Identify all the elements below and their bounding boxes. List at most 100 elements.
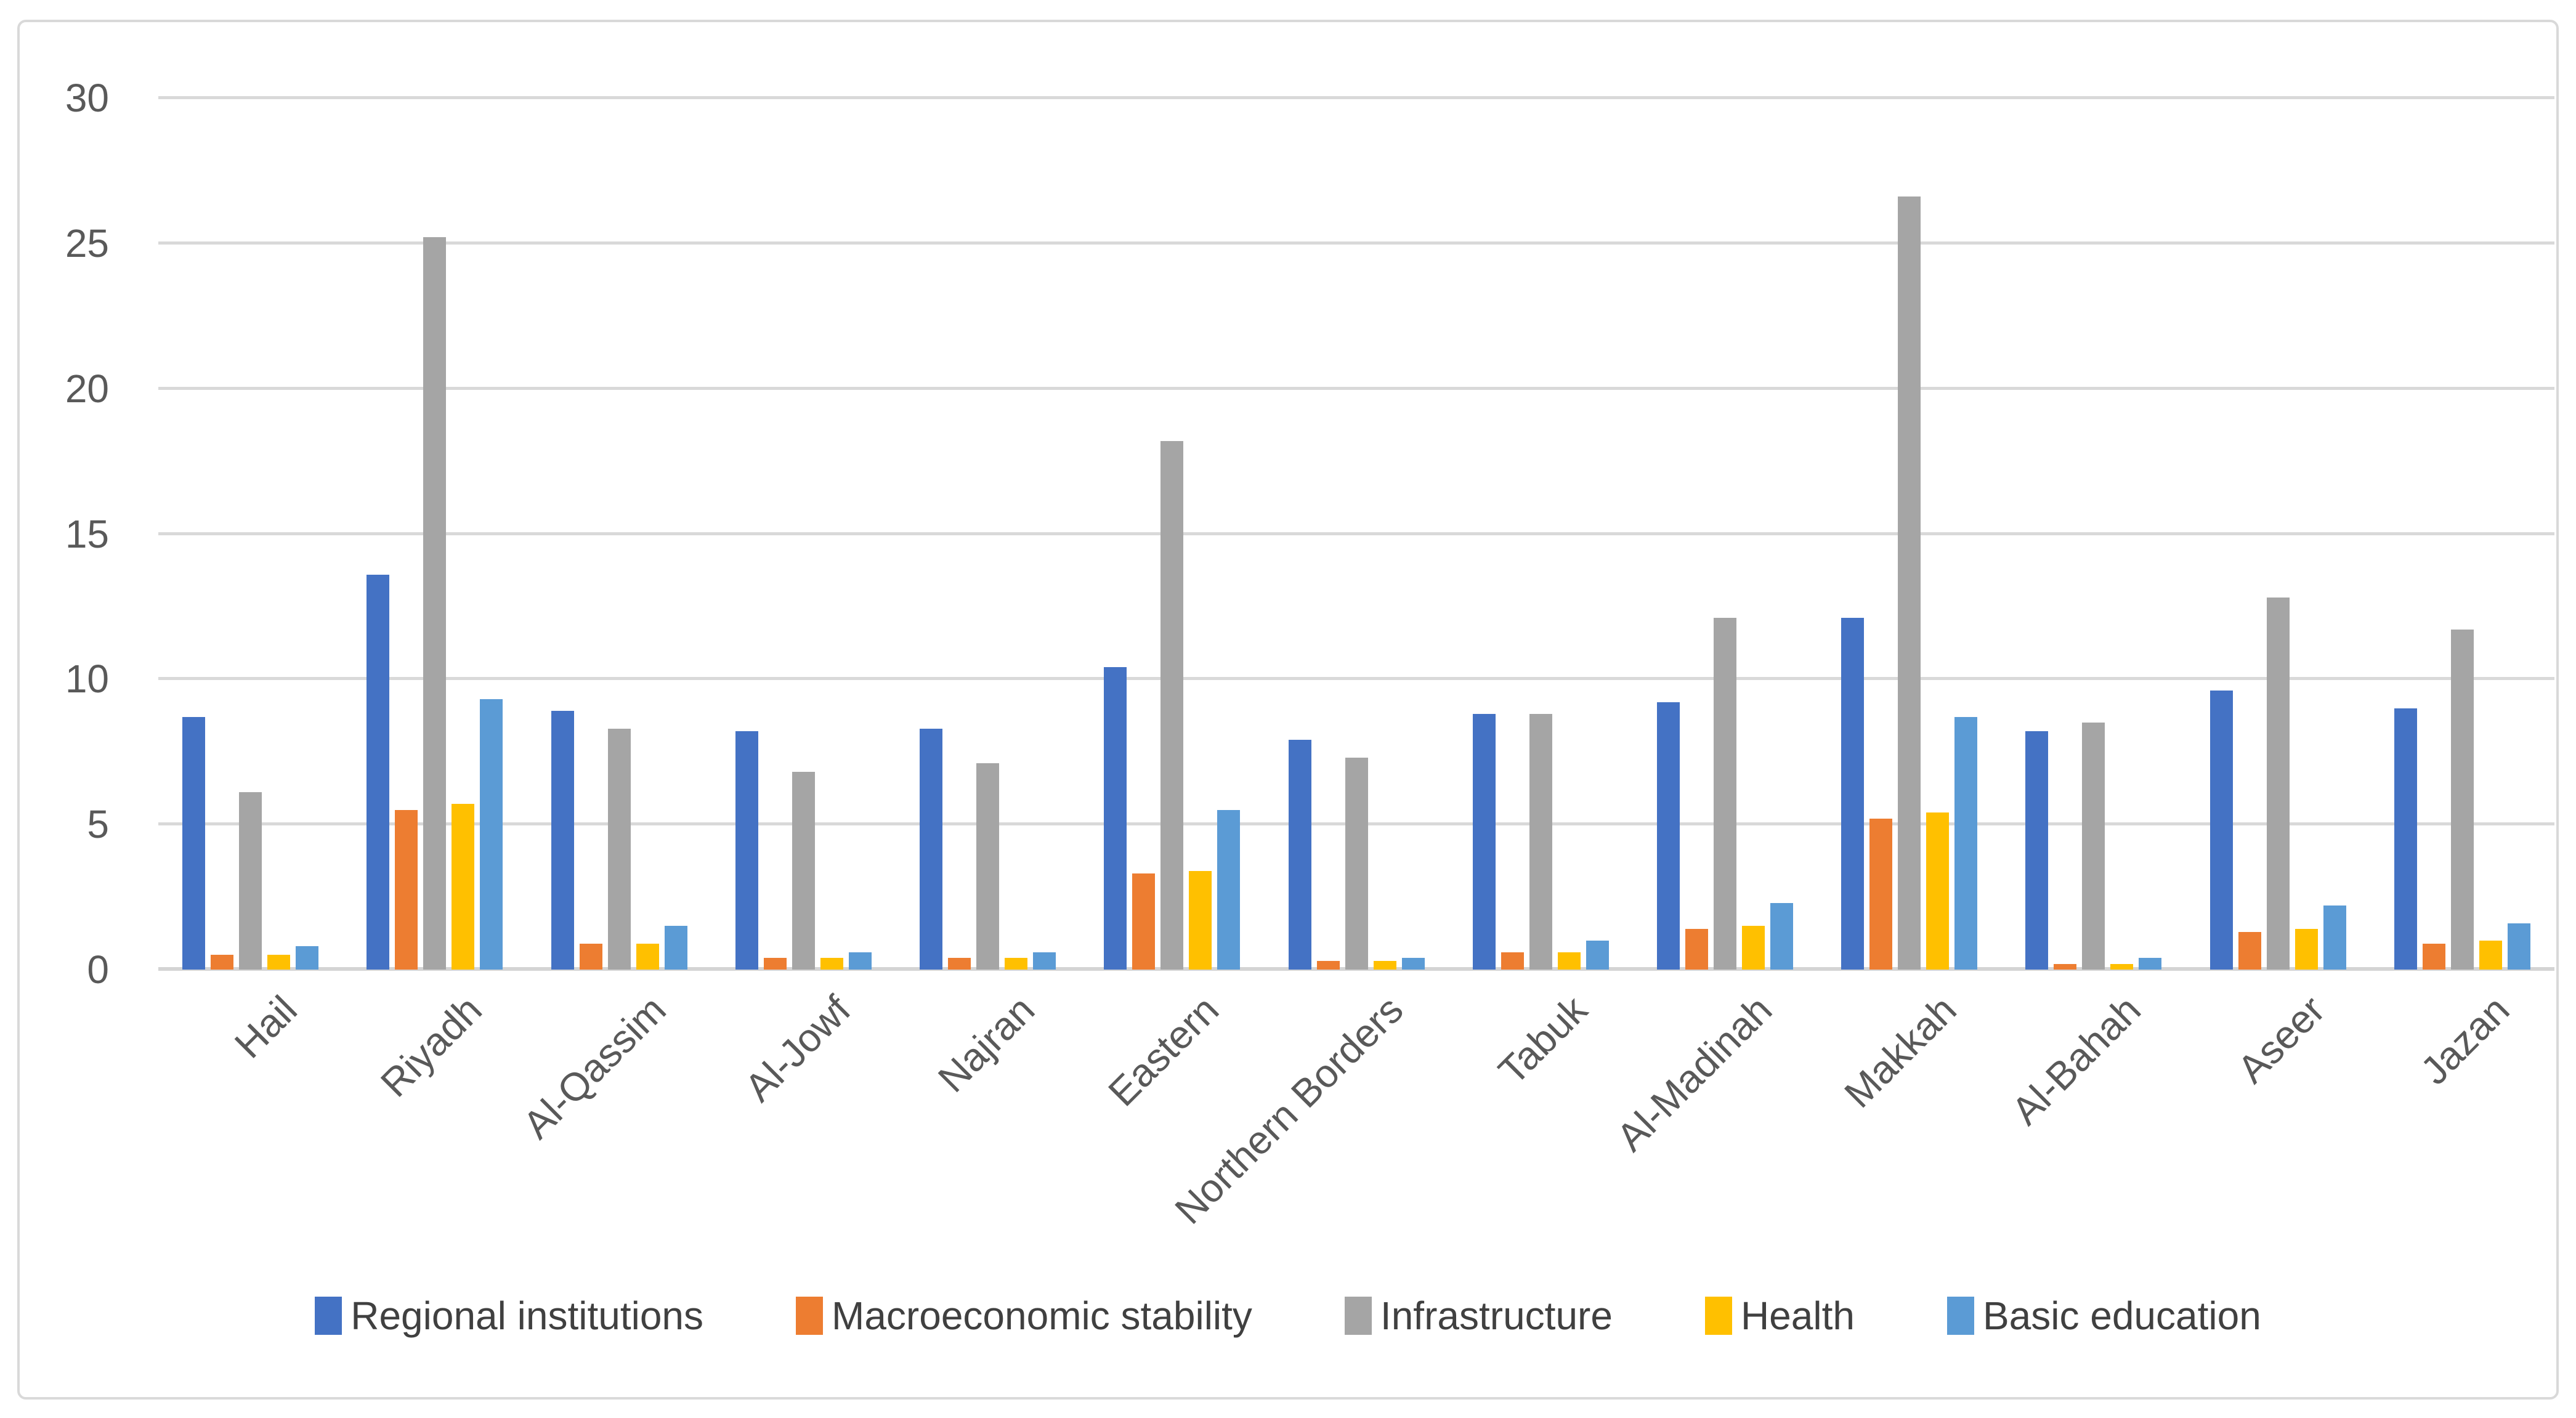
- bar: [1217, 809, 1241, 970]
- legend-swatch-icon: [1344, 1297, 1372, 1335]
- bar: [1713, 618, 1736, 970]
- bar: [367, 574, 390, 970]
- category-group: Tabuk: [1449, 98, 1633, 1093]
- bar: [1033, 952, 1056, 970]
- bar: [1741, 926, 1765, 970]
- legend-label: Basic education: [1982, 1294, 2261, 1338]
- category-label: Eastern: [1100, 987, 1228, 1115]
- bar: [1926, 812, 1950, 970]
- category-group: Northern Borders: [1167, 98, 1448, 1233]
- bar: [1189, 870, 1212, 970]
- category-group: Aseer: [2186, 98, 2370, 1092]
- bar: [2450, 630, 2474, 970]
- y-axis-tick-label: 10: [65, 657, 109, 702]
- bar: [1656, 702, 1680, 970]
- legend-item: Regional institutions: [315, 1293, 703, 1339]
- category-group: Hail: [158, 98, 342, 1067]
- bar: [2139, 958, 2162, 970]
- legend-item: Basic education: [1946, 1293, 2261, 1339]
- bar: [239, 792, 262, 970]
- category-group: Al-Qassim: [514, 98, 711, 1147]
- y-axis-tick-label: 15: [65, 511, 109, 556]
- category-group: Eastern: [1080, 98, 1264, 1115]
- legend-item: Macroeconomic stability: [796, 1293, 1252, 1339]
- bar: [2266, 598, 2290, 970]
- bar: [2422, 943, 2445, 970]
- category-group: Al-Bahah: [2001, 98, 2185, 1133]
- bar: [1401, 958, 1425, 970]
- y-axis-tick-label: 5: [87, 802, 109, 847]
- bar: [1557, 952, 1581, 970]
- legend-item: Health: [1704, 1293, 1855, 1339]
- category-label: Al-Madinah: [1608, 987, 1781, 1160]
- bar: [1373, 960, 1396, 970]
- category-label: Al-Jowf: [735, 987, 859, 1110]
- bar: [2323, 905, 2346, 970]
- bar: [763, 958, 787, 970]
- category-label: Riyadh: [371, 987, 490, 1106]
- bar: [1954, 716, 1978, 970]
- bar: [792, 772, 815, 970]
- gridline: [158, 677, 2554, 681]
- bar: [607, 728, 631, 970]
- bar: [211, 955, 234, 970]
- category-label: Tabuk: [1490, 987, 1596, 1093]
- legend: Regional institutions Macroeconomic stabi…: [20, 1293, 2556, 1339]
- bar: [2054, 963, 2077, 970]
- bar: [1586, 940, 1609, 970]
- bar: [2025, 731, 2049, 970]
- bar: [452, 804, 475, 970]
- bar: [2209, 691, 2233, 970]
- gridline: [158, 532, 2554, 535]
- bar: [423, 237, 447, 970]
- y-axis-tick-label: 25: [65, 221, 109, 265]
- bar: [1529, 713, 1552, 970]
- bar: [1898, 196, 1921, 970]
- category-label: Al-Bahah: [2003, 987, 2149, 1133]
- bars-layer: Hail Riyadh Al-Qassim Al-Jowf Najran Eastern N…: [158, 98, 2554, 1233]
- category-group: Al-Madinah: [1608, 98, 1817, 1160]
- category-label: Makkah: [1835, 987, 1965, 1117]
- legend-label: Macroeconomic stability: [832, 1294, 1252, 1338]
- legend-swatch-icon: [1704, 1297, 1732, 1335]
- legend-swatch-icon: [796, 1297, 823, 1335]
- bar: [948, 958, 971, 970]
- bar: [2082, 723, 2105, 970]
- bar: [2238, 931, 2261, 970]
- bar: [1160, 440, 1184, 970]
- legend-label: Infrastructure: [1380, 1294, 1613, 1338]
- bar: [1104, 667, 1127, 970]
- category-group: Al-Jowf: [711, 98, 896, 1110]
- bar: [579, 943, 602, 970]
- bar: [267, 955, 291, 970]
- category-label: Aseer: [2229, 987, 2333, 1092]
- bar: [664, 926, 687, 970]
- legend-swatch-icon: [315, 1297, 342, 1335]
- bar: [2295, 928, 2318, 970]
- category-label: Al-Qassim: [514, 987, 674, 1148]
- category-group: Makkah: [1817, 98, 2001, 1116]
- y-axis-tick-label: 0: [87, 947, 109, 992]
- category-label: Hail: [226, 987, 306, 1067]
- bar: [480, 699, 503, 970]
- bar: [976, 763, 1000, 970]
- bar: [1770, 902, 1793, 970]
- bar: [296, 946, 319, 970]
- chart-border-frame: 0 5 10 15 20 25 30 Hail Riyadh Al-Qassim Al-Jowf N…: [17, 20, 2559, 1400]
- bar: [1472, 713, 1496, 970]
- bar: [2479, 940, 2502, 970]
- gridline: [158, 96, 2554, 99]
- category-group: Najran: [896, 98, 1080, 1101]
- legend-label: Health: [1740, 1294, 1855, 1338]
- bar: [920, 728, 943, 970]
- bar: [1501, 952, 1524, 970]
- gridline: [158, 241, 2554, 245]
- bar: [1869, 818, 1893, 970]
- bar: [1132, 873, 1156, 970]
- bar: [735, 731, 758, 970]
- plot-area: 0 5 10 15 20 25 30 Hail Riyadh Al-Qassim Al-Jowf N…: [65, 76, 2554, 1233]
- bar: [1345, 757, 1368, 970]
- bar: [848, 952, 872, 970]
- legend-item: Infrastructure: [1344, 1293, 1613, 1339]
